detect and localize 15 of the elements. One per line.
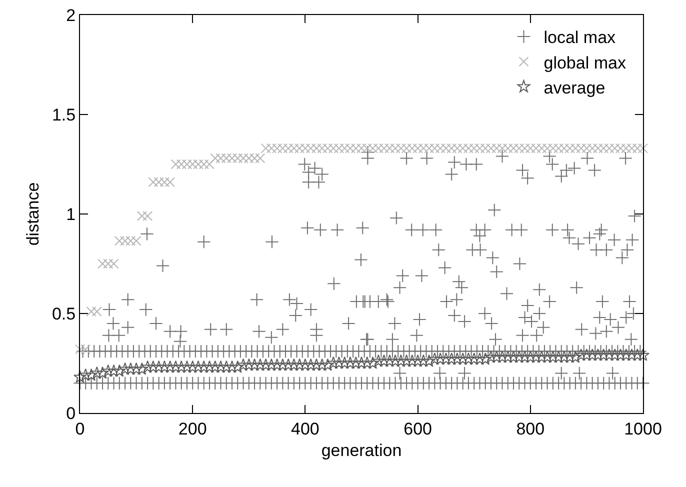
y-tick-label: 2 [66,6,76,25]
y-tick-label: 0.5 [52,304,76,324]
x-tick-label: 600 [404,419,432,438]
y-tick-label: 1.5 [52,105,76,124]
y-tick-label: 1 [66,204,76,224]
y-tick-label: 0 [66,404,76,423]
y-axis-title: distance [24,182,43,246]
legend-label: global max [544,53,626,72]
x-axis-title: generation [321,440,402,460]
x-tick-label: 800 [516,419,545,438]
x-tick-label: 1000 [624,419,662,438]
legend-label: average [544,78,606,98]
legend-label: local max [544,28,616,48]
x-tick-label: 200 [178,419,207,438]
x-tick-label: 400 [291,419,320,438]
